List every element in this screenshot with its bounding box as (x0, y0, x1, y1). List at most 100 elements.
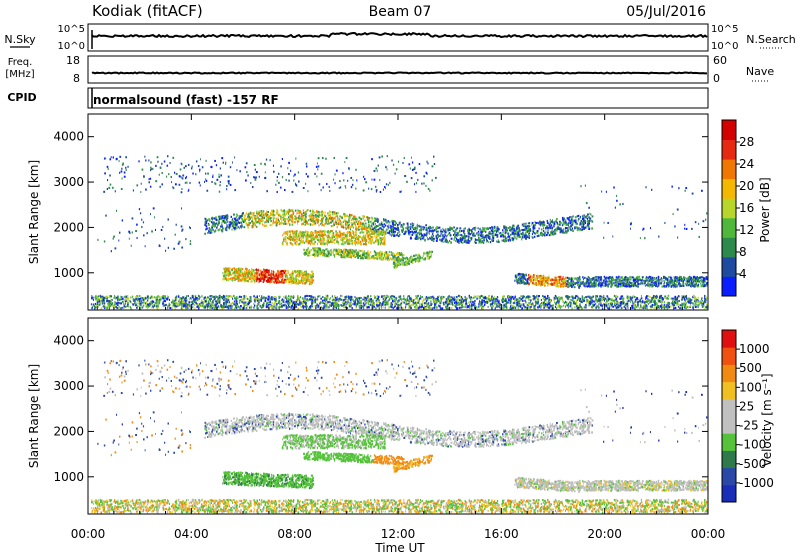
power-cell (534, 227, 535, 229)
power-cell (361, 226, 362, 228)
power-cell (130, 296, 131, 298)
power-cell (476, 306, 477, 308)
power-cell (315, 301, 316, 303)
power-cell (600, 304, 602, 306)
power-cell (293, 297, 294, 299)
power-cell (205, 221, 206, 223)
power-cell (546, 298, 547, 300)
power-cell (693, 303, 694, 305)
power-cell (350, 304, 352, 306)
power-cell (639, 307, 641, 309)
power-cell (693, 307, 694, 309)
power-cell (98, 295, 99, 297)
power-cell (394, 299, 395, 301)
power-cell (248, 224, 250, 226)
power-cell (617, 296, 618, 298)
power-cell (643, 306, 644, 308)
power-cell (240, 226, 241, 228)
power-cell (266, 302, 267, 304)
power-cell (547, 222, 549, 224)
power-cell (634, 301, 636, 303)
power-cell (348, 224, 350, 226)
power-cell (646, 301, 648, 303)
power-cell (420, 226, 421, 228)
power-cell (281, 303, 282, 305)
power-cell (355, 218, 356, 220)
power-cell (599, 299, 600, 301)
power-cell (145, 297, 147, 299)
power-cell (246, 218, 248, 220)
power-cell (212, 300, 213, 302)
power-cell (338, 222, 339, 224)
power-cell (302, 301, 303, 303)
power-cell (250, 300, 251, 302)
power-cell (484, 239, 485, 241)
power-cell (620, 301, 622, 303)
power-cell (105, 296, 107, 298)
power-cell (280, 209, 282, 211)
power-cell (494, 298, 495, 300)
power-cell (678, 304, 679, 306)
power-cell (539, 295, 540, 297)
power-cell (363, 217, 364, 219)
power-cell (512, 227, 513, 229)
power-cell (215, 295, 217, 297)
power-cell (579, 300, 580, 302)
power-cell (424, 234, 425, 236)
power-cell (567, 229, 569, 231)
power-cell (436, 240, 438, 242)
power-cell (363, 297, 364, 299)
power-cell (387, 296, 389, 298)
power-cell (295, 210, 297, 212)
power-cell (446, 235, 447, 237)
power-cell (625, 304, 627, 306)
power-cell (662, 297, 663, 299)
power-cell (350, 217, 351, 219)
freq-label: Freq. (8, 57, 33, 68)
power-cell (704, 301, 705, 303)
power-cell (265, 213, 267, 215)
power-cell (226, 224, 227, 226)
power-cell (526, 226, 527, 228)
power-cell (482, 241, 484, 243)
power-cell (417, 224, 418, 226)
power-cell (562, 217, 564, 219)
power-cell (529, 237, 530, 239)
power-cell (543, 227, 544, 229)
power-cell (579, 303, 580, 305)
power-cell (409, 295, 410, 297)
power-cell (284, 212, 285, 214)
power-cell (235, 304, 236, 306)
power-cell (112, 302, 113, 304)
power-cell (186, 295, 187, 297)
power-cell (163, 304, 164, 306)
power-cell (336, 301, 337, 303)
power-cell (115, 306, 117, 308)
power-cell (474, 305, 476, 307)
power-cell (192, 306, 193, 308)
power-cell (594, 304, 595, 306)
power-cell (288, 220, 289, 222)
power-cell (236, 298, 237, 300)
power-cell (539, 221, 541, 223)
power-cell (412, 303, 413, 305)
power-cell (271, 296, 273, 298)
nsky-tick-top: 10^5 (58, 24, 85, 35)
power-cell (478, 231, 479, 233)
power-cell (632, 302, 633, 304)
power-cell (313, 223, 315, 225)
power-cell (435, 301, 436, 303)
power-cell (124, 296, 126, 298)
power-cell (493, 300, 494, 302)
power-cell (336, 299, 338, 301)
power-cell (468, 242, 469, 244)
power-cell (298, 219, 299, 221)
power-cell (103, 302, 104, 304)
power-cell (546, 306, 547, 308)
power-cell (432, 296, 433, 298)
power-cell (331, 225, 332, 227)
power-cell (605, 302, 607, 304)
power-cell (294, 218, 295, 220)
beam-title: Beam 07 (369, 4, 432, 20)
power-cell (470, 301, 471, 303)
